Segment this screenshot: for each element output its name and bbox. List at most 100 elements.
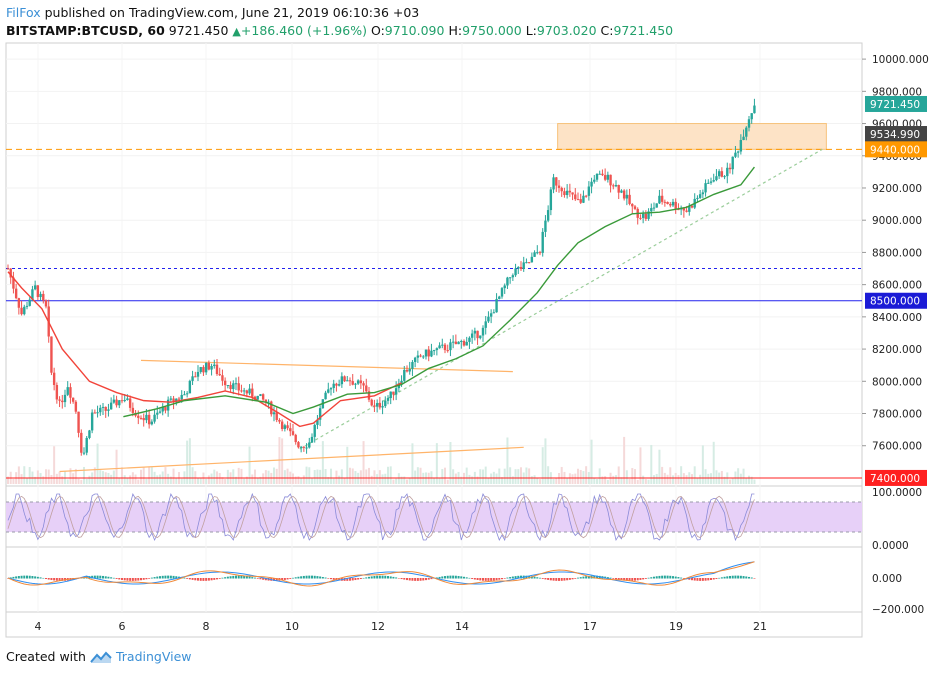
y-tick-label: 9200.000: [872, 183, 922, 195]
macd-hist-bar: [275, 578, 278, 581]
macd-hist-bar: [47, 578, 50, 580]
macd-hist-bar: [666, 575, 669, 579]
macd-hist-bar: [536, 577, 539, 579]
macd-hist-bar: [498, 578, 501, 580]
macd-hist-bar: [115, 578, 118, 579]
candle-body: [169, 398, 173, 400]
volume-bar: [248, 446, 251, 484]
y-tick-label: 8800.000: [872, 247, 922, 259]
candle-body: [386, 398, 390, 401]
macd-hist-bar: [745, 576, 748, 579]
macd-hist-bar: [419, 578, 422, 581]
candle-body: [14, 288, 18, 299]
volume-bar: [167, 473, 170, 484]
last-price: 9721.450: [168, 23, 229, 38]
candle-body: [574, 194, 577, 200]
candle-body: [536, 252, 539, 254]
publisher-name[interactable]: FilFox: [6, 5, 41, 20]
macd-hist-bar: [479, 578, 482, 581]
macd-hist-bar: [446, 575, 449, 579]
volume-bar: [292, 473, 294, 484]
candle-body: [69, 387, 72, 398]
volume-bar: [210, 473, 213, 484]
volume-bar: [359, 470, 362, 484]
candle-body: [511, 275, 515, 278]
candle-body: [476, 330, 479, 339]
macd-hist-bar: [533, 576, 536, 579]
candle-body: [487, 316, 490, 322]
tradingview-link[interactable]: TradingView: [115, 649, 192, 664]
volume-bar: [631, 468, 634, 484]
candle-body: [446, 350, 449, 352]
macd-hist-bar: [112, 577, 115, 579]
macd-hist-bar: [729, 575, 731, 579]
volume-bar: [737, 468, 740, 484]
volume-bar: [259, 476, 262, 484]
macd-hist-bar: [555, 578, 558, 581]
macd-hist-bar: [243, 575, 246, 579]
macd-hist-bar: [734, 575, 737, 579]
volume-bar: [647, 479, 650, 484]
candle-body: [503, 285, 506, 289]
macd-hist-bar: [563, 578, 566, 581]
rsi-tick-label: 100.0000: [872, 487, 922, 499]
volume-bar: [715, 470, 718, 484]
volume-bar: [349, 467, 351, 484]
candle-body: [457, 341, 460, 345]
macd-hist-bar: [254, 577, 256, 579]
macd-hist-bar: [183, 577, 186, 579]
candle-body: [544, 220, 547, 232]
macd-hist-bar: [661, 575, 664, 579]
macd-hist-bar: [36, 576, 39, 579]
volume-bar: [517, 469, 520, 484]
macd-hist-bar: [42, 577, 45, 579]
candle-body: [90, 412, 94, 431]
volume-bar: [191, 467, 194, 484]
macd-hist-bar: [623, 578, 626, 581]
volume-bar: [397, 473, 400, 484]
ma-green-line: [123, 166, 755, 418]
candle-body: [612, 185, 615, 187]
x-tick-label: 6: [119, 620, 126, 633]
macd-hist-bar: [495, 578, 498, 581]
volume-bar: [408, 477, 411, 484]
volume-bar: [433, 478, 436, 484]
candle-body: [365, 385, 368, 392]
candle-body: [107, 409, 110, 411]
candle-body: [139, 417, 143, 419]
volume-bar: [544, 438, 547, 484]
macd-hist-bar: [110, 577, 113, 579]
candle-body: [563, 191, 566, 196]
candle-body: [462, 341, 466, 346]
macd-hist-bar: [422, 578, 425, 581]
volume-bar: [661, 466, 664, 484]
macd-hist-bar: [710, 578, 712, 580]
macd-hist-bar: [349, 578, 351, 581]
volume-bar: [414, 470, 417, 484]
candle-body: [658, 195, 661, 204]
candle-body: [392, 391, 395, 395]
volume-bar: [669, 467, 672, 484]
volume-bar: [400, 476, 403, 484]
volume-bar: [243, 478, 246, 484]
macd-hist-bar: [707, 578, 710, 581]
volume-bar: [297, 476, 300, 484]
volume-bar: [699, 474, 702, 484]
macd-hist-bar: [487, 578, 490, 581]
ma-red-line: [7, 271, 402, 428]
macd-hist-bar: [23, 575, 26, 579]
volume-bar: [213, 469, 216, 484]
candle-body: [286, 425, 289, 429]
macd-hist-bar: [376, 575, 379, 579]
volume-bar: [566, 478, 569, 484]
candle-body: [251, 388, 254, 397]
volume-bar: [262, 473, 265, 484]
candle-body: [188, 380, 192, 394]
volume-bar: [723, 476, 726, 484]
candle-body: [424, 349, 428, 357]
candle-body: [620, 190, 623, 193]
candle-body: [161, 406, 164, 412]
macd-hist-bar: [368, 576, 370, 579]
macd-hist-bar: [541, 578, 544, 579]
